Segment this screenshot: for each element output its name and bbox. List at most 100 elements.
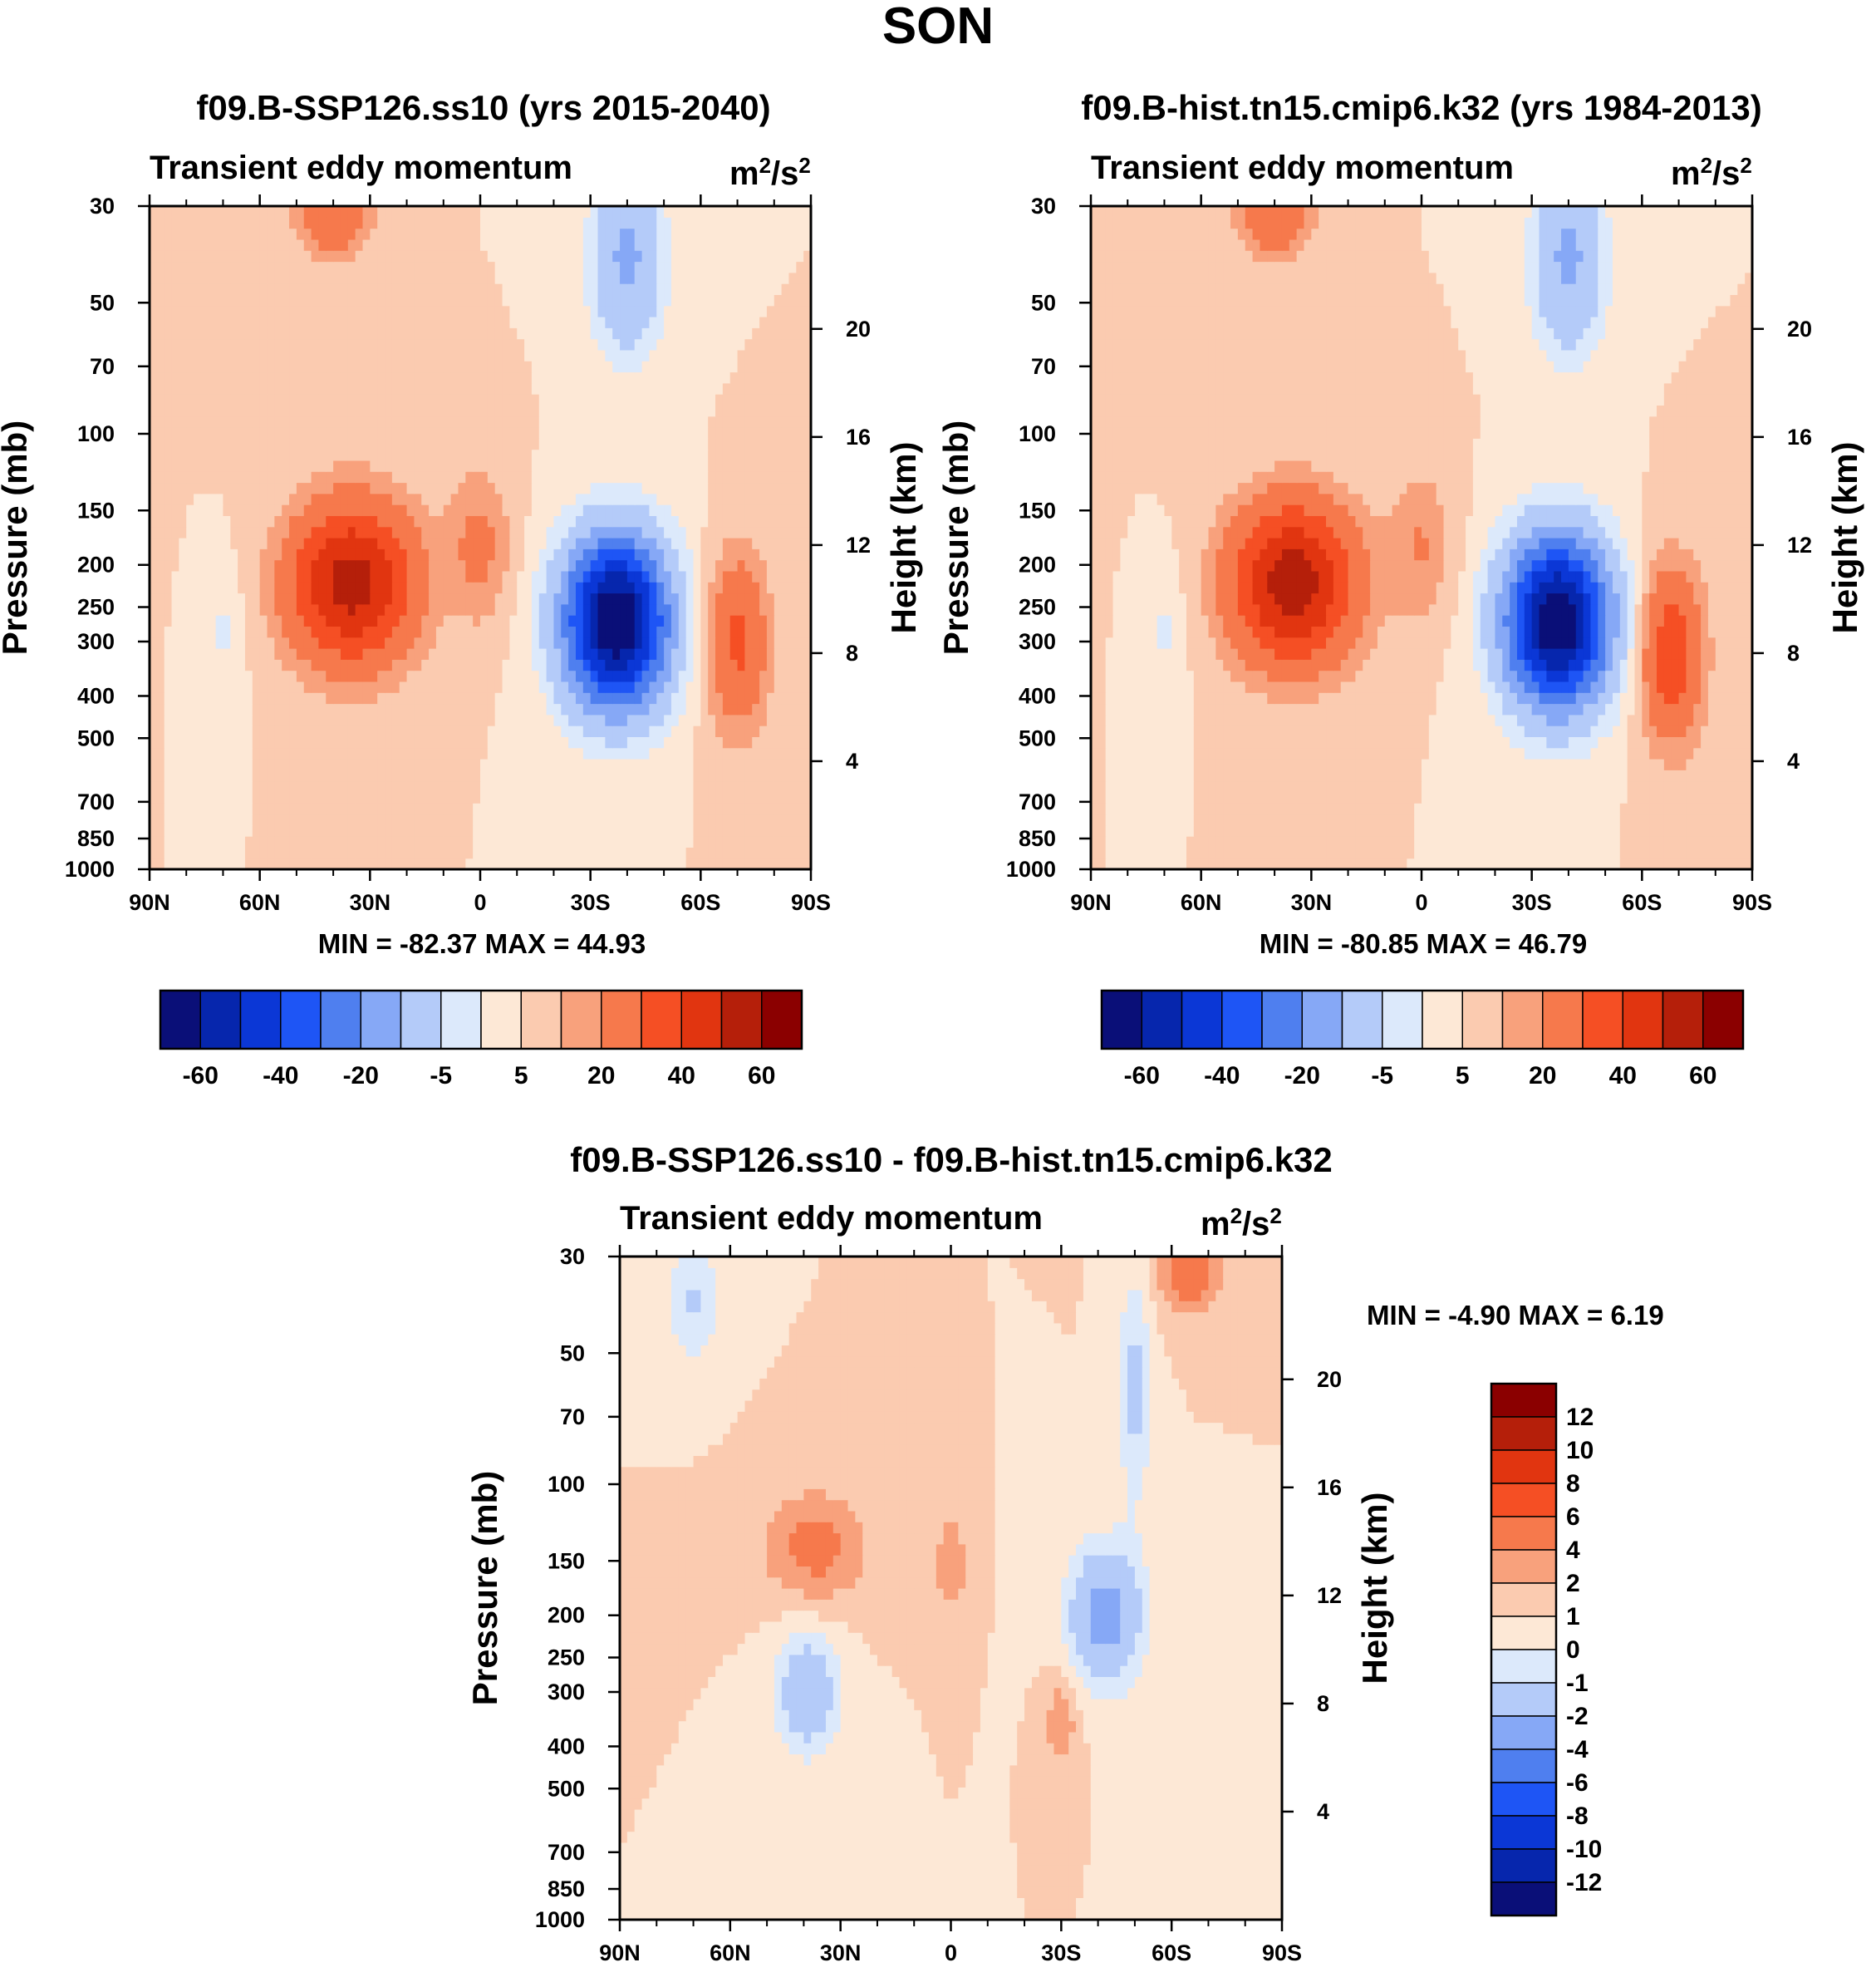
- contour-cell: [303, 836, 312, 848]
- contour-cell: [626, 559, 636, 572]
- contour-cell: [781, 482, 790, 494]
- contour-cell: [244, 272, 253, 284]
- contour-cell: [590, 659, 599, 671]
- contour-cell: [509, 648, 518, 660]
- contour-cell: [473, 504, 481, 516]
- contour-cell: [664, 570, 672, 583]
- contour-cell: [620, 493, 628, 505]
- contour-cell: [370, 438, 378, 450]
- contour-cell: [803, 349, 811, 361]
- contour-cell: [693, 791, 701, 804]
- contour-cell: [421, 692, 430, 705]
- contour-cell: [252, 427, 261, 439]
- contour-cell: [538, 736, 548, 749]
- contour-cell: [421, 626, 430, 638]
- contour-cell: [252, 582, 261, 594]
- contour-cell: [773, 272, 783, 284]
- contour-cell: [326, 382, 334, 395]
- contour-cell: [509, 570, 518, 583]
- contour-cell: [656, 858, 665, 869]
- contour-cell: [744, 471, 753, 484]
- contour-cell: [347, 603, 356, 616]
- contour-cell: [282, 504, 290, 516]
- contour-cell: [252, 770, 261, 782]
- contour-cell: [311, 515, 320, 528]
- contour-cell: [303, 814, 312, 826]
- contour-cell: [435, 371, 444, 384]
- contour-cell: [164, 736, 173, 749]
- contour-cell: [708, 582, 716, 594]
- contour-cell: [766, 538, 775, 549]
- contour-cell: [230, 593, 238, 605]
- contour-cell: [318, 382, 327, 395]
- contour-cell: [164, 836, 173, 848]
- contour-cell: [737, 361, 745, 373]
- contour-cell: [605, 338, 613, 351]
- contour-cell: [685, 382, 695, 395]
- contour-cell: [450, 283, 459, 295]
- contour-cell: [215, 405, 224, 417]
- contour-cell: [194, 394, 202, 406]
- contour-cell: [561, 626, 569, 638]
- contour-cell: [252, 814, 261, 826]
- contour-cell: [156, 482, 165, 494]
- contour-cell: [244, 648, 253, 660]
- contour-cell: [664, 493, 672, 505]
- contour-cell: [502, 294, 510, 307]
- contour-cell: [458, 349, 466, 361]
- contour-cell: [597, 382, 606, 395]
- contour-cell: [752, 847, 760, 859]
- contour-cell: [773, 548, 783, 561]
- contour-cell: [803, 460, 811, 472]
- contour-cell: [414, 681, 422, 693]
- contour-cell: [722, 327, 731, 340]
- contour-cell: [766, 603, 775, 616]
- contour-cell: [385, 349, 393, 361]
- contour-cell: [333, 482, 341, 494]
- contour-cell: [620, 460, 628, 472]
- contour-cell: [766, 438, 775, 450]
- contour-cell: [494, 570, 503, 583]
- contour-cell: [311, 593, 320, 605]
- contour-cell: [773, 814, 783, 826]
- contour-cell: [788, 526, 797, 539]
- contour-cell: [685, 493, 695, 505]
- contour-cell: [546, 692, 555, 705]
- contour-cell: [620, 780, 628, 793]
- contour-cell: [318, 449, 327, 461]
- contour-cell: [487, 615, 496, 627]
- contour-cell: [150, 770, 158, 782]
- contour-cell: [670, 814, 680, 826]
- contour-cell: [318, 327, 327, 340]
- contour-cell: [259, 272, 268, 284]
- contour-cell: [744, 770, 753, 782]
- contour-cell: [480, 759, 489, 770]
- contour-cell: [487, 714, 496, 726]
- contour-cell: [678, 648, 687, 660]
- contour-cell: [568, 703, 577, 716]
- contour-cell: [465, 736, 474, 749]
- contour-cell: [171, 438, 179, 450]
- contour-cell: [200, 747, 209, 760]
- contour-cell: [803, 858, 811, 869]
- contour-cell: [355, 327, 364, 340]
- contour-cell: [641, 504, 651, 516]
- contour-cell: [179, 648, 187, 660]
- contour-cell: [612, 637, 621, 649]
- units-exp1: 2: [759, 153, 771, 178]
- contour-cell: [414, 637, 422, 649]
- contour-cell: [561, 703, 569, 716]
- contour-cell: [282, 824, 290, 837]
- contour-cell: [773, 648, 783, 660]
- contour-cell: [385, 460, 393, 472]
- contour-cell: [641, 548, 651, 561]
- contour-cell: [708, 626, 716, 638]
- contour-cell: [494, 637, 503, 649]
- contour-cell: [781, 770, 790, 782]
- contour-cell: [803, 659, 811, 671]
- contour-cell: [561, 526, 569, 539]
- contour-cell: [553, 626, 562, 638]
- contour-cell: [318, 394, 327, 406]
- contour-cell: [303, 460, 312, 472]
- contour-cell: [553, 747, 562, 760]
